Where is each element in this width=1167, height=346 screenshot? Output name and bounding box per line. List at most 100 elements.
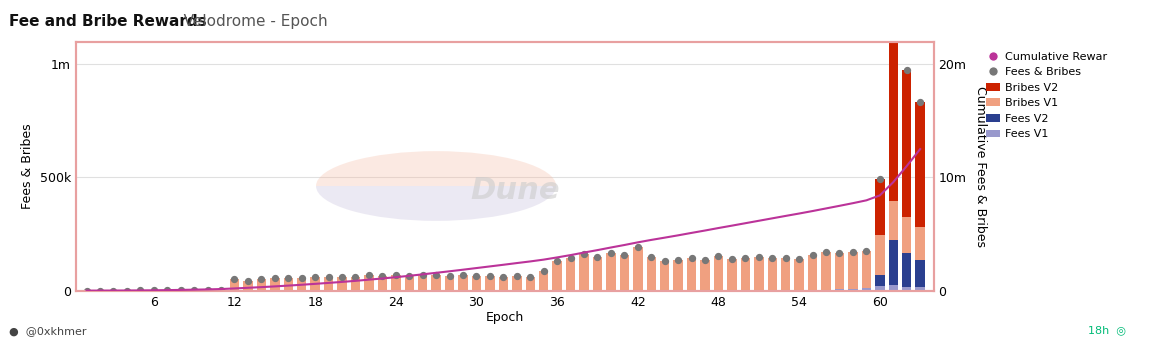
Bar — [647, 290, 656, 291]
Bar — [620, 255, 629, 290]
Bar — [459, 275, 468, 290]
Point — [333, 274, 351, 280]
Bar — [525, 276, 534, 290]
Bar — [687, 290, 697, 291]
Bar — [875, 275, 885, 286]
Point — [776, 256, 795, 261]
Bar — [445, 290, 454, 291]
Bar — [418, 275, 427, 290]
Point — [534, 268, 553, 274]
Point — [683, 256, 701, 261]
Point — [373, 273, 392, 279]
Bar — [822, 290, 831, 291]
Bar — [888, 201, 897, 240]
Bar — [768, 290, 777, 291]
Bar — [391, 290, 400, 291]
Text: 18h  ◎: 18h ◎ — [1088, 326, 1126, 336]
Bar — [902, 70, 911, 218]
Bar — [902, 253, 911, 286]
Point — [359, 273, 378, 278]
Point — [857, 248, 875, 253]
Bar — [391, 275, 400, 290]
Bar — [566, 290, 575, 291]
Bar — [149, 290, 159, 291]
Bar — [661, 261, 670, 290]
Text: ●  @0xkhmer: ● @0xkhmer — [9, 326, 86, 336]
Point — [615, 252, 634, 258]
Point — [602, 250, 621, 256]
Point — [871, 176, 889, 181]
Point — [574, 251, 593, 257]
Point — [588, 255, 607, 260]
Bar — [673, 260, 683, 290]
Bar — [459, 290, 468, 291]
Bar — [915, 287, 925, 291]
Bar — [888, 285, 897, 291]
Bar — [364, 290, 373, 291]
Point — [910, 100, 929, 105]
Bar — [539, 271, 548, 290]
Point — [427, 272, 446, 278]
Bar — [700, 290, 710, 291]
Bar — [378, 276, 387, 290]
Point — [252, 276, 271, 282]
Point — [347, 274, 365, 279]
Point — [481, 273, 499, 279]
Bar — [485, 290, 495, 291]
Point — [440, 273, 459, 279]
Bar — [337, 277, 347, 290]
Bar — [405, 276, 414, 290]
Wedge shape — [316, 186, 557, 221]
Bar — [795, 259, 804, 290]
Bar — [915, 260, 925, 287]
Bar — [634, 247, 643, 290]
Wedge shape — [316, 151, 557, 186]
Bar — [915, 227, 925, 260]
Point — [306, 274, 324, 279]
Point — [184, 288, 203, 293]
Point — [897, 67, 916, 73]
Bar — [606, 253, 616, 290]
Point — [158, 287, 176, 293]
Point — [145, 287, 163, 292]
Bar — [741, 290, 750, 291]
Point — [467, 273, 485, 279]
Point — [400, 273, 419, 279]
Bar — [324, 276, 334, 290]
Bar — [230, 290, 239, 291]
Bar — [915, 102, 925, 227]
Point — [749, 255, 768, 260]
Bar — [257, 290, 266, 291]
Bar — [888, 240, 897, 285]
Bar — [243, 290, 252, 291]
Bar — [378, 290, 387, 291]
Bar — [162, 290, 172, 291]
Bar — [176, 290, 186, 291]
Bar — [848, 252, 858, 289]
Bar — [781, 258, 790, 290]
Bar — [310, 290, 320, 291]
Bar — [875, 235, 885, 275]
Bar — [337, 290, 347, 291]
Bar — [498, 290, 508, 291]
Bar — [284, 290, 293, 291]
Point — [118, 288, 137, 293]
Bar — [257, 279, 266, 290]
Point — [266, 276, 285, 281]
Point — [198, 288, 217, 293]
Bar — [270, 279, 280, 290]
Point — [547, 258, 566, 264]
Point — [803, 252, 822, 258]
Point — [413, 272, 432, 277]
Bar — [741, 258, 750, 290]
Point — [279, 275, 298, 281]
Bar — [351, 290, 361, 291]
Bar — [875, 179, 885, 235]
Point — [225, 276, 244, 282]
Point — [790, 256, 809, 262]
Bar — [579, 290, 589, 291]
Bar — [298, 277, 307, 290]
Point — [77, 288, 96, 293]
Bar — [727, 259, 736, 290]
Bar — [808, 255, 817, 290]
